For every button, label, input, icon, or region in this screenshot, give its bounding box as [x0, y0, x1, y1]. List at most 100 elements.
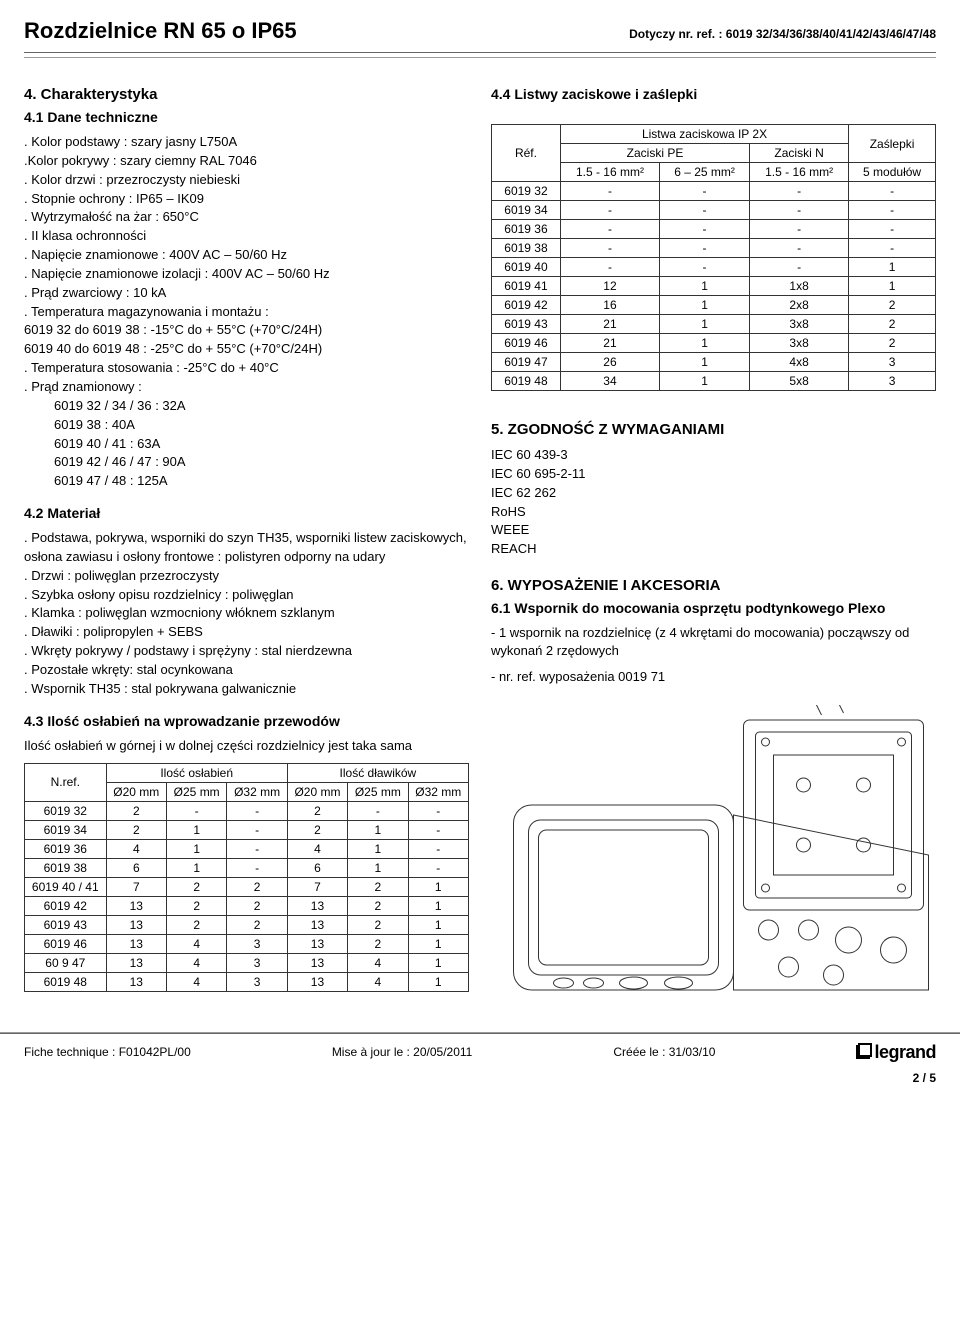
value-cell: - [659, 182, 749, 201]
material-line: . Klamka : poliwęglan wzmocniony włóknem… [24, 604, 469, 623]
table-row: 60 9 4713431341 [25, 953, 469, 972]
value-cell: 13 [106, 915, 166, 934]
table-row: 6019 3861-61- [25, 858, 469, 877]
doc-title: Rozdzielnice RN 65 o IP65 [24, 18, 297, 44]
spec-line: . Napięcie znamionowe : 400V AC – 50/60 … [24, 246, 469, 265]
section-4-1-title: 4.1 Dane techniczne [24, 109, 469, 125]
value-cell: 13 [287, 896, 347, 915]
spec-line: .Kolor pokrywy : szary ciemny RAL 7046 [24, 152, 469, 171]
value-cell: 3 [227, 953, 287, 972]
table-row: 6019 4813431341 [25, 972, 469, 991]
value-cell: 13 [287, 934, 347, 953]
value-cell: - [408, 820, 468, 839]
value-cell: 2 [348, 877, 408, 896]
terminal-c1: 1.5 - 16 mm² [560, 163, 659, 182]
value-cell: 1 [849, 258, 936, 277]
value-cell: 1x8 [750, 277, 849, 296]
ref-cell: 6019 42 [492, 296, 561, 315]
rated-current-line: 6019 32 / 34 / 36 : 32A [24, 397, 469, 416]
knockouts-col: Ø32 mm [227, 782, 287, 801]
material-line: . Dławiki : polipropylen + SEBS [24, 623, 469, 642]
value-cell: 13 [106, 953, 166, 972]
table-row: 6019 483415x83 [492, 372, 936, 391]
value-cell: - [560, 239, 659, 258]
value-cell: 1 [166, 820, 226, 839]
value-cell: - [227, 858, 287, 877]
value-cell: - [849, 201, 936, 220]
terminal-table: Réf. Listwa zaciskowa IP 2X Zaślepki Zac… [491, 124, 936, 391]
value-cell: 2 [849, 296, 936, 315]
table-row: 6019 432113x82 [492, 315, 936, 334]
terminal-c4: 5 modułów [849, 163, 936, 182]
value-cell: 4x8 [750, 353, 849, 372]
terminal-ref-header: Réf. [492, 125, 561, 182]
value-cell: - [560, 201, 659, 220]
materials-list: . Podstawa, pokrywa, wsporniki do szyn T… [24, 529, 469, 699]
ref-cell: 6019 38 [25, 858, 107, 877]
spec-line: . Napięcie znamionowe izolacji : 400V AC… [24, 265, 469, 284]
value-cell: 2 [287, 820, 347, 839]
header-rule [24, 57, 936, 58]
ref-cell: 6019 46 [25, 934, 107, 953]
rated-current-line: 6019 40 / 41 : 63A [24, 435, 469, 454]
knockouts-top1: Ilość osłabień [106, 763, 287, 782]
value-cell: 26 [560, 353, 659, 372]
table-row: 6019 36---- [492, 220, 936, 239]
value-cell: - [348, 801, 408, 820]
ref-cell: 6019 41 [492, 277, 561, 296]
value-cell: - [750, 201, 849, 220]
value-cell: - [227, 801, 287, 820]
spec-line: . Prąd zwarciowy : 10 kA [24, 284, 469, 303]
value-cell: 1 [659, 353, 749, 372]
value-cell: 1 [408, 953, 468, 972]
section-6-1-line: - 1 wspornik na rozdzielnicę (z 4 wkręta… [491, 624, 936, 660]
knockouts-col: Ø20 mm [287, 782, 347, 801]
knockouts-col: Ø25 mm [166, 782, 226, 801]
footer: Fiche technique : F01042PL/00 Mise à jou… [0, 1033, 960, 1067]
knockouts-ref-header: N.ref. [25, 763, 107, 801]
knockouts-table: N.ref. Ilość osłabień Ilość dławików Ø20… [24, 763, 469, 992]
value-cell: 4 [166, 934, 226, 953]
knockouts-col: Ø32 mm [408, 782, 468, 801]
compliance-item: RoHS [491, 503, 936, 522]
value-cell: 2 [106, 820, 166, 839]
ref-cell: 6019 48 [492, 372, 561, 391]
value-cell: 1 [659, 315, 749, 334]
value-cell: 1 [166, 858, 226, 877]
section-4-4-title: 4.4 Listwy zaciskowe i zaślepki [491, 86, 936, 102]
ref-cell: 6019 36 [25, 839, 107, 858]
value-cell: 13 [287, 972, 347, 991]
compliance-item: REACH [491, 540, 936, 559]
value-cell: - [560, 258, 659, 277]
value-cell: 1 [659, 372, 749, 391]
ref-cell: 6019 47 [492, 353, 561, 372]
ref-cell: 6019 42 [25, 896, 107, 915]
value-cell: - [560, 220, 659, 239]
value-cell: 3 [849, 372, 936, 391]
value-cell: 34 [560, 372, 659, 391]
value-cell: 16 [560, 296, 659, 315]
ref-cell: 6019 34 [492, 201, 561, 220]
material-line: . Drzwi : poliwęglan przezroczysty [24, 567, 469, 586]
footer-wrap: Fiche technique : F01042PL/00 Mise à jou… [0, 1032, 960, 1067]
table-row: 6019 3641-41- [25, 839, 469, 858]
ref-cell: 6019 38 [492, 239, 561, 258]
value-cell: 3x8 [750, 315, 849, 334]
compliance-item: IEC 60 439-3 [491, 446, 936, 465]
page-header: Rozdzielnice RN 65 o IP65 Dotyczy nr. re… [24, 18, 936, 53]
value-cell: 1 [659, 277, 749, 296]
table-row: 6019 40 / 41722721 [25, 877, 469, 896]
knockouts-col: Ø20 mm [106, 782, 166, 801]
value-cell: 4 [287, 839, 347, 858]
left-column: 4. Charakterystyka 4.1 Dane techniczne .… [24, 86, 469, 998]
ref-cell: 6019 43 [25, 915, 107, 934]
spec-line: . II klasa ochronności [24, 227, 469, 246]
value-cell: - [849, 182, 936, 201]
value-cell: 2 [348, 896, 408, 915]
spec-list: . Kolor podstawy : szary jasny L750A .Ko… [24, 133, 469, 491]
footer-fiche: Fiche technique : F01042PL/00 [24, 1045, 191, 1059]
spec-line: 6019 32 do 6019 38 : -15°C do + 55°C (+7… [24, 321, 469, 340]
spec-line: . Temperatura stosowania : -25°C do + 40… [24, 359, 469, 378]
value-cell: 2 [849, 315, 936, 334]
compliance-item: IEC 60 695-2-11 [491, 465, 936, 484]
